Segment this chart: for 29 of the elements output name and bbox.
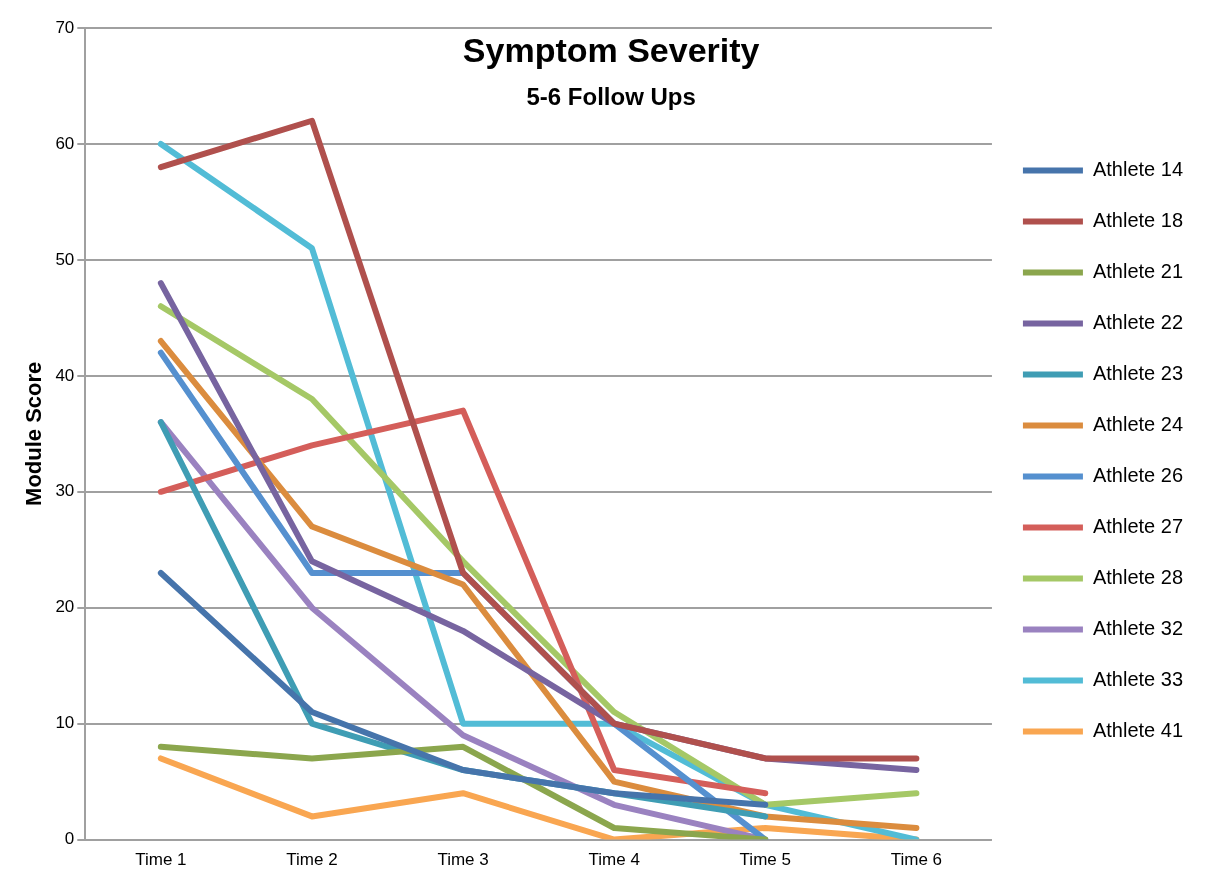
y-tick-label: 30	[55, 481, 75, 501]
text: 5-6 Follow Ups	[526, 82, 696, 110]
legend-label: Athlete 23	[1092, 362, 1184, 385]
y-tick-label: 0	[64, 829, 75, 849]
y-tick-label: 40	[55, 365, 75, 385]
y-tick-label: 60	[55, 133, 75, 153]
legend-label: Athlete 21	[1092, 260, 1184, 283]
x-tick-label: Time 5	[739, 850, 791, 870]
legend-label: Athlete 27	[1092, 515, 1184, 538]
x-tick-label: Time 1	[135, 850, 187, 870]
x-tick-label: Time 6	[890, 850, 943, 870]
x-tick-label: Time 2	[286, 850, 338, 870]
y-tick-label: 50	[55, 249, 75, 269]
y-axis-title: Module Score	[21, 361, 47, 506]
legend-label: Athlete 32	[1092, 617, 1184, 640]
legend-label: Athlete 22	[1092, 311, 1184, 334]
legend-label: Athlete 33	[1092, 668, 1184, 691]
x-tick-label: Time 3	[437, 850, 489, 870]
y-tick-label: 20	[55, 597, 75, 617]
legend-label: Athlete 18	[1092, 209, 1184, 232]
legend-label: Athlete 41	[1092, 719, 1184, 742]
legend-label: Athlete 28	[1092, 566, 1184, 589]
y-tick-label: 70	[55, 17, 75, 37]
legend-label: Athlete 26	[1092, 464, 1184, 487]
legend-label: Athlete 24	[1092, 413, 1184, 436]
chart-title: Symptom Severity	[462, 31, 760, 70]
y-tick-label: 10	[55, 713, 75, 733]
legend-label: Athlete 14	[1092, 158, 1184, 181]
x-tick-label: Time 4	[588, 850, 640, 870]
